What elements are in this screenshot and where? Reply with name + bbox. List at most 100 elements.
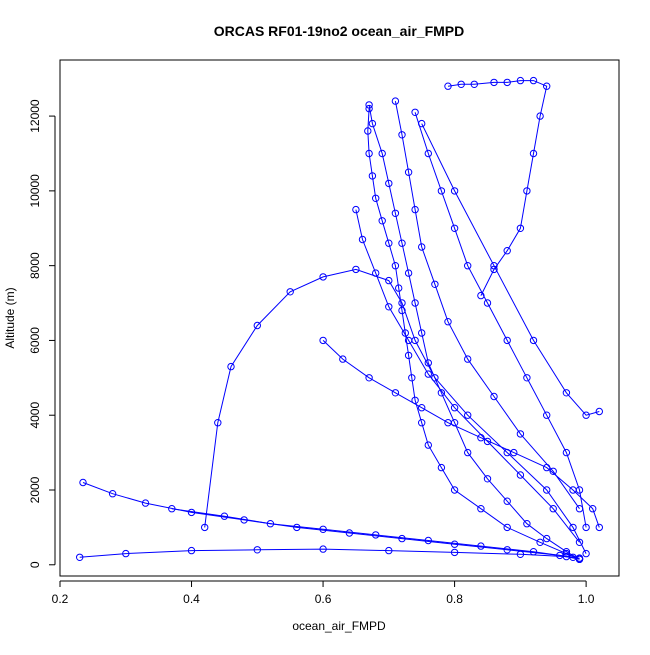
data-point: [404, 351, 413, 360]
series-6: [444, 76, 551, 300]
data-point: [464, 411, 472, 419]
data-point: [503, 78, 511, 87]
data-point: [391, 262, 400, 270]
data-point: [450, 486, 459, 494]
data-point: [372, 194, 380, 203]
data-point: [385, 179, 393, 188]
x-tick-label: 0.6: [315, 592, 332, 606]
data-point: [368, 119, 377, 128]
series-line: [79, 548, 580, 559]
data-point: [418, 119, 426, 128]
data-point: [141, 499, 150, 507]
data-point: [398, 534, 406, 543]
data-point: [444, 419, 452, 427]
data-point: [418, 419, 426, 427]
data-point: [483, 475, 492, 483]
data-point: [398, 239, 406, 247]
data-point: [286, 288, 294, 296]
x-axis: 0.2 0.4 0.6 0.8 1.0: [52, 580, 595, 606]
data-point: [227, 362, 235, 371]
data-point: [503, 247, 511, 255]
series-line: [414, 112, 587, 528]
data-point: [523, 520, 531, 528]
data-point: [220, 512, 229, 520]
data-point: [368, 172, 377, 180]
y-tick-label: 0: [28, 561, 42, 568]
data-point: [549, 505, 557, 513]
data-point: [562, 389, 571, 397]
data-point: [477, 542, 485, 550]
data-point: [450, 540, 459, 548]
data-point: [490, 78, 498, 87]
data-point: [490, 262, 498, 270]
data-point: [569, 523, 577, 532]
data-point: [490, 392, 498, 401]
series-line: [322, 340, 600, 528]
data-point: [589, 505, 597, 513]
series-line: [447, 80, 548, 296]
x-tick-label: 1.0: [578, 592, 595, 606]
data-point: [503, 497, 511, 505]
data-point: [450, 224, 459, 233]
data-point: [483, 299, 492, 307]
data-point: [424, 370, 432, 378]
data-point: [345, 529, 354, 537]
data-point: [536, 112, 544, 120]
data-point: [266, 520, 275, 528]
data-point: [365, 149, 373, 158]
data-point: [523, 187, 531, 195]
data-point: [168, 505, 176, 513]
data-point: [569, 486, 577, 494]
data-point: [395, 284, 403, 292]
data-point: [352, 205, 360, 214]
data-point: [464, 262, 472, 270]
series-12: [418, 119, 603, 419]
data-point: [365, 374, 373, 382]
data-point: [595, 407, 603, 416]
data-point: [122, 549, 130, 558]
data-point: [444, 318, 452, 326]
series-line: [394, 101, 580, 509]
series-2: [365, 101, 584, 563]
plot-frame: [59, 59, 620, 577]
data-point: [385, 303, 393, 311]
data-point: [372, 269, 380, 277]
data-point: [76, 553, 84, 561]
data-point: [543, 82, 551, 90]
data-point: [529, 76, 538, 85]
data-point: [385, 276, 393, 285]
data-point: [516, 471, 525, 479]
data-point: [457, 80, 465, 89]
data-point: [464, 448, 472, 457]
data-point: [529, 548, 538, 556]
data-point: [418, 243, 426, 251]
data-point: [214, 419, 222, 427]
data-point: [319, 336, 327, 345]
data-point: [352, 265, 360, 274]
data-point: [477, 505, 485, 513]
data-point: [464, 355, 472, 363]
data-point: [516, 224, 525, 233]
data-point: [385, 546, 393, 555]
data-point: [543, 486, 551, 494]
data-point: [575, 505, 584, 513]
data-point: [418, 404, 426, 412]
data-point: [549, 467, 557, 475]
data-point: [424, 536, 432, 545]
data-point: [319, 273, 327, 281]
data-point: [253, 321, 261, 330]
series-layer: [76, 76, 603, 563]
data-point: [450, 548, 459, 557]
data-point: [418, 329, 426, 337]
series-line: [82, 482, 580, 560]
data-point: [79, 478, 87, 487]
x-axis-label: ocean_air_FMPD: [292, 619, 386, 633]
series-4: [79, 478, 584, 563]
series-line: [367, 108, 580, 560]
data-point: [575, 538, 584, 546]
data-point: [523, 374, 531, 382]
data-point: [411, 108, 419, 117]
data-point: [503, 336, 511, 345]
series-9: [391, 97, 584, 513]
series-11: [319, 336, 603, 532]
